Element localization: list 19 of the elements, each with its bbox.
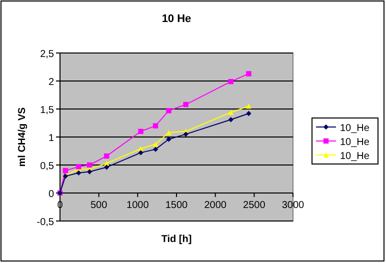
y-tick-label: 2 <box>48 77 54 88</box>
legend-label: 10_He <box>340 151 370 162</box>
y-axis-title: ml CH4/g VS <box>17 106 28 167</box>
y-tick-label: 0,5 <box>40 161 54 172</box>
x-tick-label: 3000 <box>282 200 305 211</box>
x-tick-label: 2500 <box>243 200 266 211</box>
legend-label: 10_He <box>340 137 370 148</box>
y-tick-label: 0 <box>48 189 54 200</box>
y-tick-label: -0,5 <box>36 217 54 228</box>
chart-title: 10 He <box>162 13 192 25</box>
legend-label: 10_He <box>340 123 370 134</box>
x-tick-label: 1500 <box>165 200 188 211</box>
y-tick-label: 1,5 <box>40 105 54 116</box>
x-tick-label: 2000 <box>204 200 227 211</box>
y-tick-label: 1 <box>48 133 54 144</box>
x-axis-title: Tid [h] <box>161 234 192 245</box>
x-tick-label: 500 <box>90 200 108 211</box>
y-tick-label: 2,5 <box>40 49 54 60</box>
x-tick-label: 1000 <box>126 200 150 211</box>
